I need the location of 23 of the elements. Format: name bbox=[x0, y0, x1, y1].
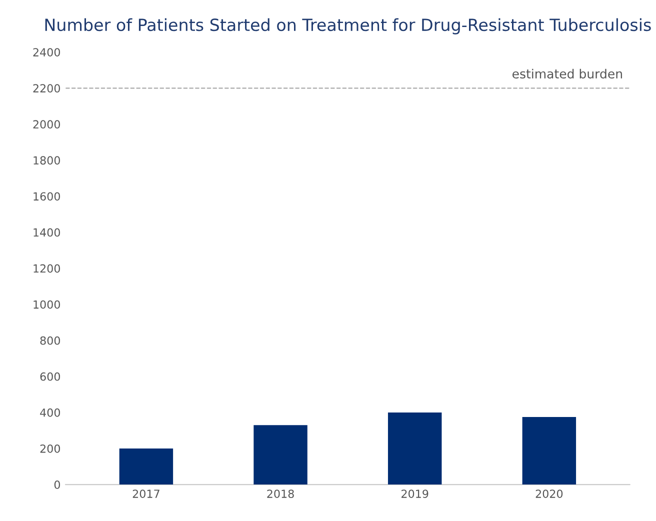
y-tick-label: 200 bbox=[40, 444, 60, 453]
y-tick-label: 600 bbox=[40, 372, 60, 381]
bar bbox=[522, 416, 576, 485]
y-tick-label: 0 bbox=[54, 480, 60, 489]
ref-line-label: estimated burden bbox=[512, 68, 622, 79]
x-tick-label: 2018 bbox=[267, 490, 294, 498]
y-tick-label: 400 bbox=[40, 408, 60, 417]
x-tick-label: 2019 bbox=[402, 490, 428, 498]
y-tick-label: 2200 bbox=[33, 84, 60, 93]
y-tick-label: 1400 bbox=[34, 228, 60, 237]
bar bbox=[388, 412, 442, 485]
bar bbox=[119, 448, 174, 485]
y-tick-label: 1600 bbox=[34, 192, 60, 201]
x-tick-label: 2017 bbox=[132, 490, 160, 498]
bar bbox=[254, 425, 308, 485]
y-tick-label: 1800 bbox=[34, 156, 60, 165]
y-tick-label: 1200 bbox=[34, 264, 60, 273]
y-tick-label: 1000 bbox=[34, 300, 60, 309]
y-tick-label: 800 bbox=[40, 336, 60, 345]
y-tick-label: 2000 bbox=[33, 120, 60, 129]
chart-title: Number of Patients Started on Treatment for Drug-Resistant Tuberculosis bbox=[45, 18, 651, 34]
y-tick-label: 2400 bbox=[33, 48, 60, 56]
x-tick-label: 2020 bbox=[536, 490, 563, 498]
